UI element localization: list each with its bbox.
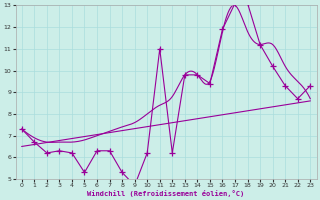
- X-axis label: Windchill (Refroidissement éolien,°C): Windchill (Refroidissement éolien,°C): [87, 190, 245, 197]
